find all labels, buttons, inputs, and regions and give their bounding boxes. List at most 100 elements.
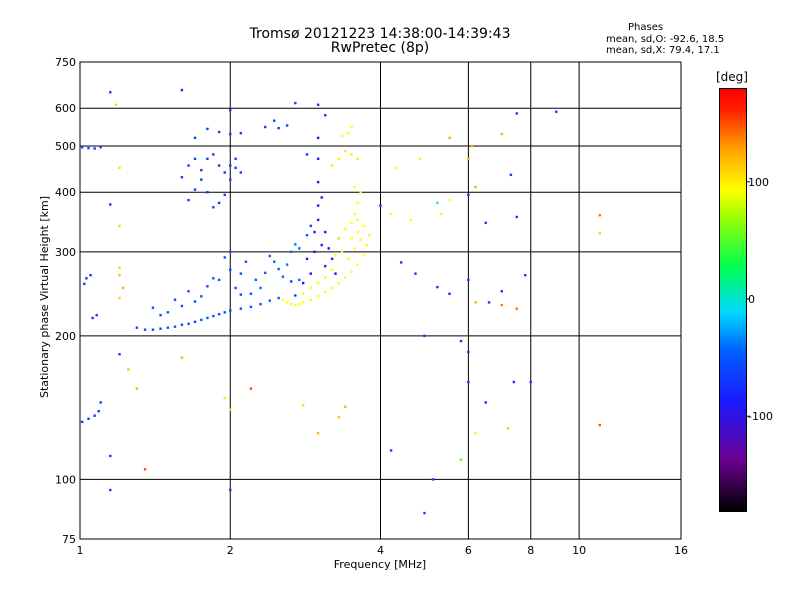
scatter-point: [334, 254, 337, 257]
scatter-point: [515, 307, 518, 310]
x-tick-label: 2: [227, 544, 234, 557]
scatter-point: [330, 164, 334, 167]
scatter-point: [143, 468, 147, 471]
y-tick-label: 300: [55, 246, 76, 259]
scatter-point: [223, 256, 226, 259]
stats-x-mode: mean, sd,X: 79.4, 17.1: [606, 45, 720, 56]
scatter-point: [80, 420, 84, 424]
y-tick-label: 100: [55, 473, 76, 486]
scatter-point: [298, 278, 301, 282]
scatter-point: [344, 149, 347, 153]
scatter-point: [500, 290, 504, 293]
scatter-point: [320, 196, 323, 199]
scatter-point: [309, 272, 312, 275]
scatter-point: [223, 396, 226, 400]
scatter-point: [474, 301, 477, 304]
scatter-point: [436, 285, 439, 289]
scatter-point: [309, 224, 312, 228]
colorbar-tick-label: 100: [748, 176, 769, 189]
chart-subtitle: RwPretec (8p): [330, 40, 430, 56]
scatter-point: [193, 157, 197, 161]
scatter-point: [217, 130, 221, 134]
scatter-point: [467, 193, 470, 197]
scatter-point: [239, 171, 243, 174]
scatter-point: [474, 431, 477, 435]
scatter-point: [229, 309, 232, 312]
scatter-point: [95, 313, 98, 317]
scatter-point: [229, 108, 232, 112]
scatter-point: [173, 325, 177, 328]
scatter-point: [180, 304, 184, 308]
scatter-point: [409, 218, 412, 222]
scatter-point: [316, 218, 320, 222]
scatter-point: [353, 185, 356, 189]
scatter-point: [239, 272, 243, 275]
scatter-point: [135, 326, 139, 329]
scatter-point: [285, 263, 289, 266]
scatter-point: [313, 250, 316, 254]
scatter-point: [337, 416, 341, 419]
x-axis-label: Frequency [MHz]: [333, 558, 427, 571]
scatter-point: [109, 203, 112, 206]
scatter-point: [362, 224, 365, 228]
scatter-point: [217, 312, 221, 316]
scatter-point: [254, 278, 257, 282]
scatter-point: [249, 387, 253, 390]
scatter-point: [324, 114, 327, 117]
scatter-point: [350, 270, 353, 274]
scatter-point: [414, 272, 417, 275]
scatter-point: [301, 292, 305, 295]
scatter-point: [305, 153, 309, 156]
scatter-point: [290, 302, 293, 306]
scatter-point: [114, 103, 118, 107]
scatter-point: [206, 157, 209, 161]
x-tick-label: 8: [527, 544, 534, 557]
scatter-point: [474, 185, 477, 189]
scatter-point: [301, 404, 305, 407]
scatter-point: [85, 277, 88, 280]
scatter-point: [320, 243, 323, 247]
scatter-point: [379, 204, 382, 207]
scatter-point: [324, 264, 327, 268]
scatter-point: [368, 234, 371, 237]
scatter-point: [143, 328, 147, 331]
scatter-point: [290, 280, 293, 283]
scatter-point: [316, 157, 320, 161]
scatter-point: [151, 328, 155, 331]
scatter-point: [193, 188, 197, 191]
scatter-point: [298, 247, 301, 250]
scatter-point: [223, 311, 226, 314]
x-tick-label: 4: [377, 544, 384, 557]
scatter-point: [151, 306, 155, 309]
scatter-point: [347, 131, 350, 135]
scatter-point: [273, 119, 276, 122]
scatter-point: [362, 254, 365, 257]
scatter-point: [340, 134, 344, 138]
scatter-point: [356, 157, 359, 161]
scatter-point: [166, 311, 170, 314]
scatter-point: [330, 257, 334, 261]
scatter-point: [350, 237, 353, 240]
y-tick-label: 750: [55, 56, 76, 69]
scatter-point: [234, 286, 237, 290]
scatter-point: [159, 313, 162, 317]
scatter-point: [344, 405, 347, 408]
scatter-point: [212, 206, 215, 209]
scatter-point: [244, 260, 248, 263]
scatter-point: [127, 368, 130, 371]
scatter-point: [294, 101, 297, 105]
scatter-point: [316, 180, 320, 184]
scatter-point: [487, 301, 491, 304]
scatter-point: [356, 201, 359, 205]
scatter-point: [193, 320, 197, 323]
scatter-point: [206, 316, 209, 320]
scatter-point: [448, 198, 451, 202]
y-tick-label: 600: [55, 102, 76, 115]
scatter-point: [193, 136, 197, 140]
scatter-point: [294, 294, 297, 297]
scatter-point: [330, 268, 334, 272]
y-tick-label: 200: [55, 330, 76, 343]
scatter-point: [524, 273, 527, 277]
scatter-point: [334, 272, 337, 275]
